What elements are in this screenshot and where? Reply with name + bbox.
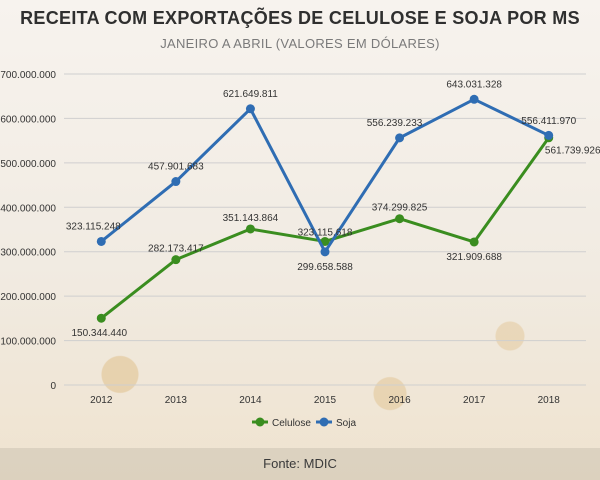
data-labels: 150.344.440 282.173.417 351.143.864 323.115… [66, 79, 600, 339]
x-tick-label: 2012 [90, 395, 113, 406]
x-tick-label: 2015 [314, 395, 337, 406]
chart-subtitle: JANEIRO A ABRIL (VALORES EM DÓLARES) [160, 36, 440, 51]
data-label-soja: 556.239.233 [367, 118, 423, 129]
data-label-soja: 323.115.248 [66, 221, 121, 232]
data-point-celulose [395, 214, 405, 224]
x-tick-label: 2013 [165, 395, 188, 406]
footer-bar: Fonte: MDIC [0, 448, 600, 480]
y-tick-label: 700.000.000 [0, 70, 56, 81]
chart-title: RECEITA COM EXPORTAÇÕES DE CELULOSE E SO… [20, 8, 580, 28]
legend-label: Celulose [272, 418, 311, 429]
y-tick-label: 300.000.000 [0, 248, 56, 259]
data-point-celulose [245, 224, 255, 234]
data-point-celulose [469, 237, 479, 247]
data-label-celulose: 150.344.440 [71, 328, 127, 339]
data-point-soja [320, 247, 330, 257]
y-tick-label: 0 [50, 381, 56, 392]
legend-marker [255, 417, 265, 427]
data-point-soja [395, 133, 405, 143]
y-tick-label: 500.000.000 [0, 159, 56, 170]
data-label-soja: 299.658.588 [297, 262, 353, 273]
data-label-soja: 643.031.328 [446, 79, 502, 90]
data-label-soja: 561.739.926 [545, 145, 600, 156]
data-point-soja [96, 236, 106, 246]
legend: Celulose Soja [252, 417, 356, 429]
x-axis-ticks: 2012 2013 2014 2015 2016 2017 2018 [90, 395, 560, 406]
series-lines [96, 94, 554, 323]
x-tick-label: 2018 [538, 395, 561, 406]
legend-label: Soja [336, 418, 356, 429]
source-text: Fonte: MDIC [263, 456, 337, 471]
y-tick-label: 600.000.000 [0, 114, 56, 125]
data-point-soja [245, 104, 255, 114]
data-point-soja [171, 177, 181, 187]
data-label-celulose: 323.115.618 [298, 227, 353, 238]
data-label-celulose: 556.411.970 [521, 116, 576, 127]
data-point-celulose [320, 236, 330, 246]
data-label-soja: 457.901.683 [148, 162, 204, 173]
data-label-soja: 621.649.811 [223, 89, 278, 100]
legend-marker [319, 417, 329, 427]
data-point-celulose [96, 313, 106, 323]
data-label-celulose: 351.143.864 [223, 213, 279, 224]
y-tick-label: 200.000.000 [0, 292, 56, 303]
data-label-celulose: 282.173.417 [148, 244, 204, 255]
data-label-celulose: 321.909.688 [446, 252, 502, 263]
x-tick-label: 2014 [239, 395, 262, 406]
y-axis-ticks: 0 100.000.000 200.000.000 300.000.000 400.00… [0, 70, 56, 392]
x-tick-label: 2016 [388, 395, 411, 406]
data-point-soja [544, 130, 554, 140]
y-tick-label: 400.000.000 [0, 203, 56, 214]
y-tick-label: 100.000.000 [0, 337, 56, 348]
data-point-soja [469, 94, 479, 104]
x-tick-label: 2017 [463, 395, 486, 406]
data-label-celulose: 374.299.825 [372, 203, 428, 214]
data-point-celulose [171, 255, 181, 265]
